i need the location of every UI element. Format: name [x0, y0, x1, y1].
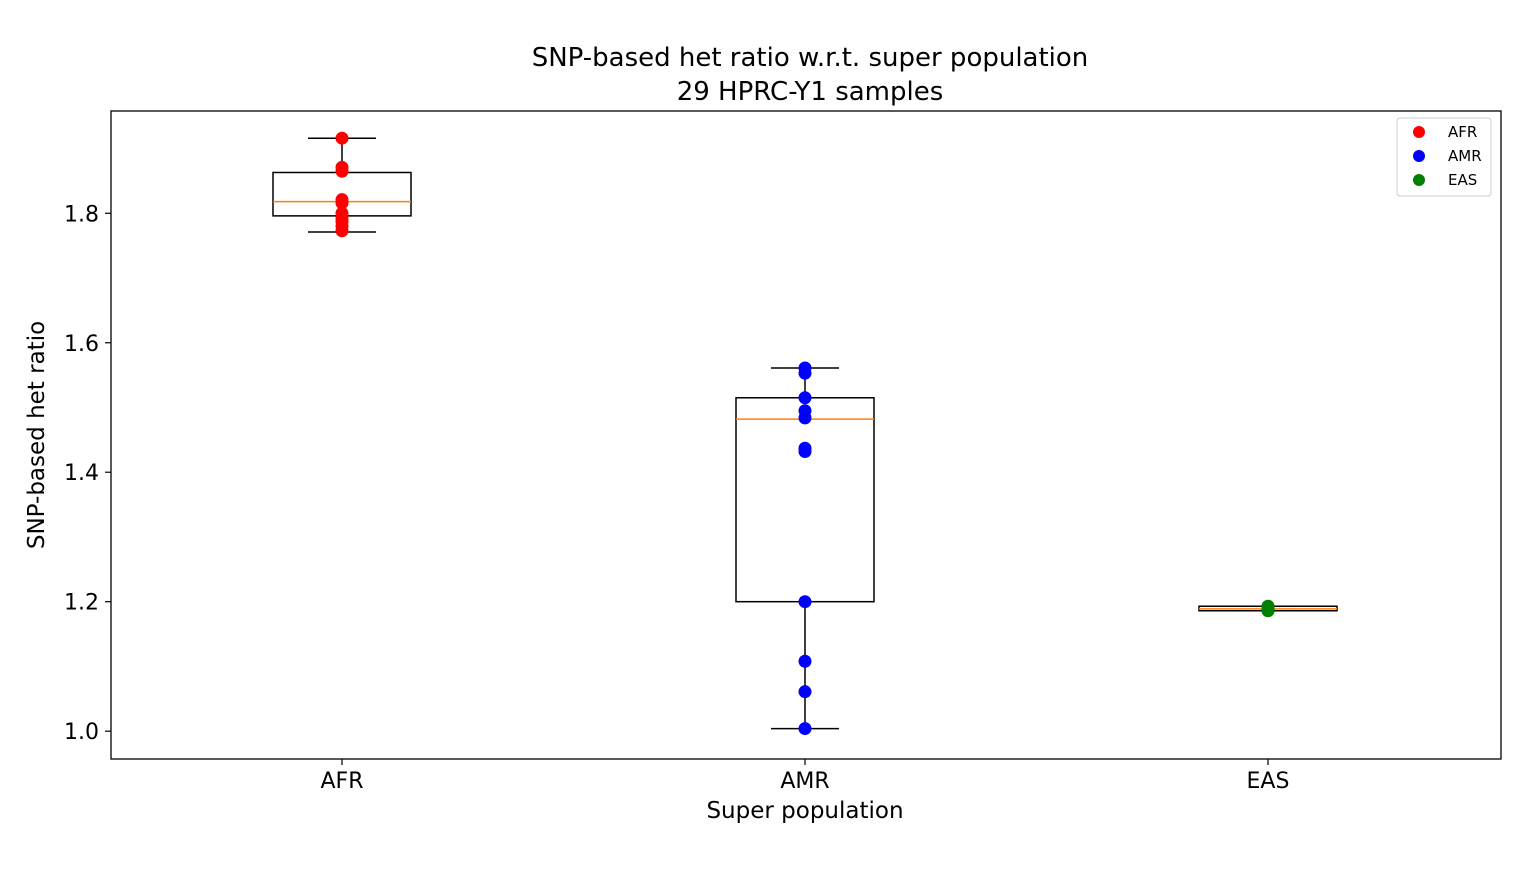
data-point-afr [335, 224, 349, 238]
data-point-amr [798, 366, 812, 380]
legend-marker-amr [1413, 150, 1425, 162]
chart-title: SNP-based het ratio w.r.t. super populat… [532, 43, 1089, 73]
data-point-amr [798, 411, 812, 425]
y-axis-label: SNP-based het ratio [24, 321, 50, 549]
chart-subtitle: 29 HPRC-Y1 samples [677, 77, 944, 107]
plot-marks [272, 131, 1338, 736]
x-tick-label: EAS [1247, 769, 1290, 794]
x-axis-label: Super population [706, 798, 903, 824]
legend-marker-eas [1413, 174, 1425, 186]
data-point-amr [798, 654, 812, 668]
y-tick-label: 1.0 [64, 720, 99, 745]
box-group-eas [1198, 599, 1338, 618]
data-point-afr [335, 131, 349, 145]
data-point-amr [798, 685, 812, 699]
y-axis-ticks: 1.0 1.2 1.4 1.6 1.8 [64, 202, 111, 745]
legend-marker-afr [1413, 126, 1425, 138]
data-point-eas [1261, 604, 1275, 618]
data-point-afr [335, 164, 349, 178]
data-point-afr [335, 196, 349, 210]
data-point-amr [798, 595, 812, 609]
legend-items: AFR AMR EAS [1413, 123, 1482, 189]
y-tick-label: 1.2 [64, 591, 99, 616]
chart-legend: AFR AMR EAS [1396, 117, 1492, 197]
data-point-amr [798, 391, 812, 405]
box-group-amr [735, 361, 875, 736]
legend-label-eas: EAS [1448, 171, 1477, 189]
legend-label-afr: AFR [1448, 123, 1477, 141]
plot-frame [110, 110, 1502, 760]
x-axis-ticks: AFR AMR EAS [321, 759, 1290, 794]
y-tick-label: 1.8 [64, 202, 99, 227]
box-group-afr [272, 131, 412, 238]
x-tick-label: AMR [780, 769, 829, 794]
data-point-amr [798, 445, 812, 459]
y-tick-label: 1.4 [64, 461, 99, 486]
x-tick-label: AFR [321, 769, 364, 794]
legend-label-amr: AMR [1448, 147, 1482, 165]
data-point-amr [798, 722, 812, 736]
y-tick-label: 1.6 [64, 332, 99, 357]
